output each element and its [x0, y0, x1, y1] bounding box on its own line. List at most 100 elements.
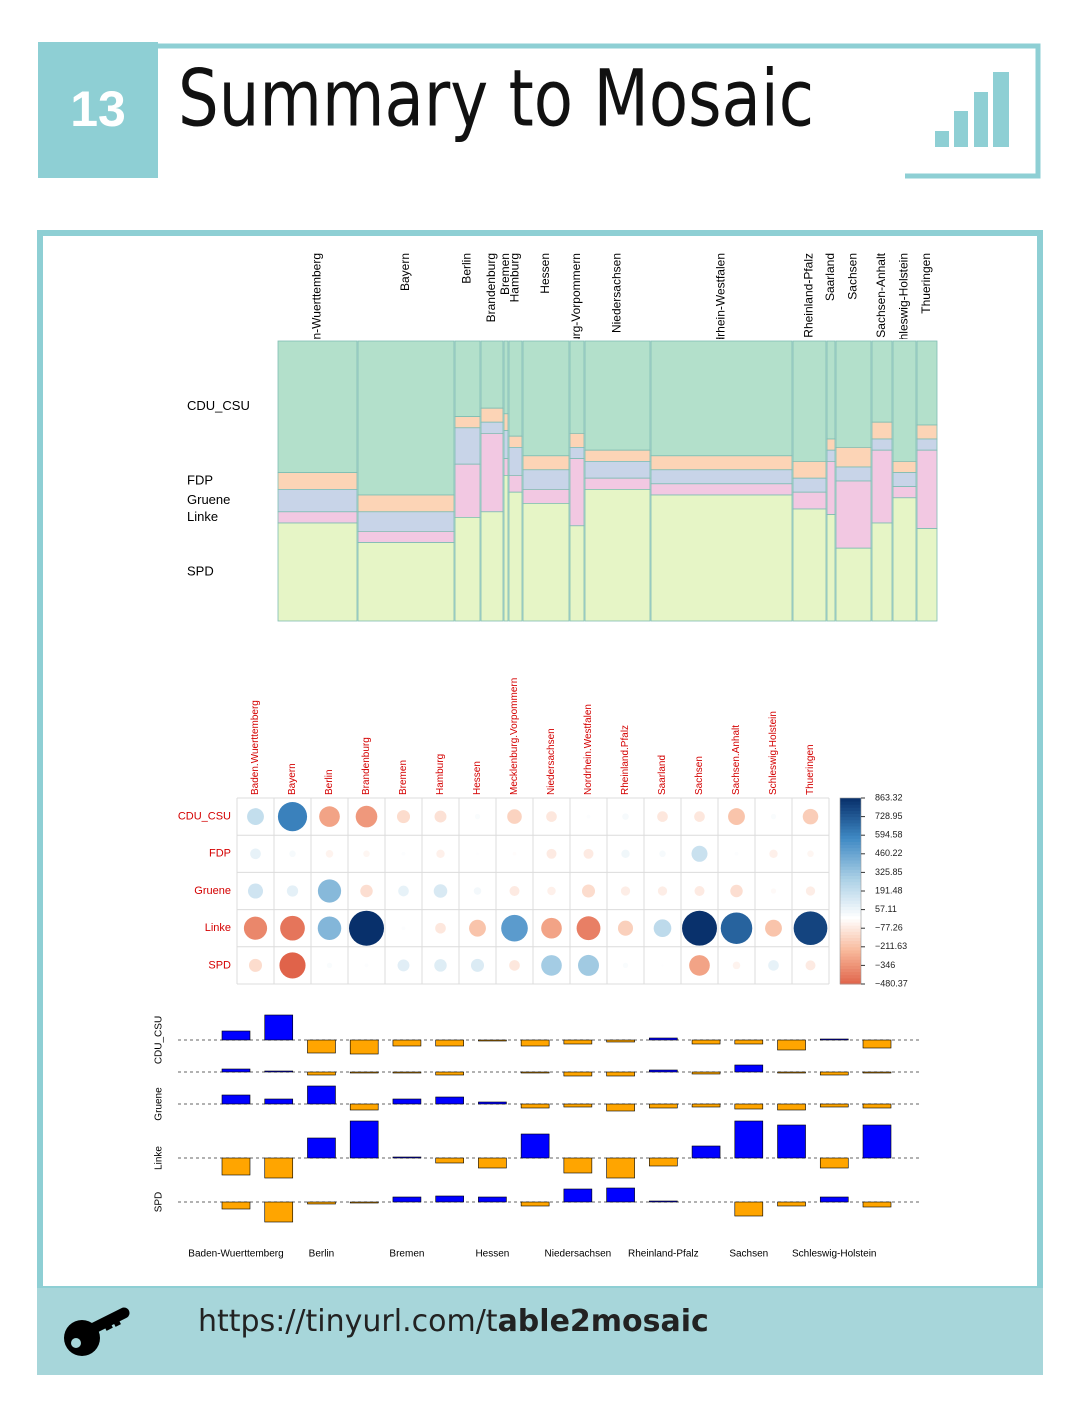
column-label: Rheinland-Pfalz — [802, 253, 816, 338]
colorbar-label: 728.95 — [875, 811, 903, 821]
residual-bar — [264, 1070, 294, 1073]
colorbar-step — [840, 878, 861, 883]
url-bold: able2mosaic — [498, 1304, 709, 1339]
residual-bar — [862, 1124, 892, 1159]
row-label: SPD — [208, 959, 231, 971]
residual-circle — [436, 849, 445, 859]
residual-circle — [682, 910, 717, 946]
residual-bar — [606, 1187, 635, 1203]
mosaic-tile — [569, 458, 585, 527]
residual-bar — [520, 1201, 550, 1207]
mosaic-tile — [871, 340, 893, 423]
colorbar-step — [840, 804, 861, 808]
mosaic-tile — [892, 497, 917, 622]
residual-circle — [770, 888, 777, 894]
column-label: Saarland — [657, 755, 668, 795]
column-label: Sachsen-Anhalt — [874, 252, 888, 337]
residual-circle — [653, 919, 672, 938]
mosaic-tile — [454, 340, 481, 417]
mosaic-tile — [357, 511, 455, 532]
column-label: Nordrhein-Westfalen — [714, 253, 728, 363]
column-label: Brandenburg — [484, 253, 498, 322]
residual-bar — [777, 1201, 806, 1207]
colorbar-step — [840, 953, 861, 957]
residual-circle — [317, 879, 342, 903]
column-label: Berlin — [460, 253, 474, 284]
residual-bar — [734, 1201, 764, 1217]
column-label: Niedersachsen — [610, 253, 624, 333]
row-label: Linke — [154, 1146, 165, 1170]
colorbar-step — [840, 829, 861, 833]
colorbar-step — [840, 956, 861, 960]
residual-circle — [355, 805, 378, 828]
key-icon — [64, 1307, 130, 1356]
colorbar-step — [840, 980, 861, 985]
residual-circle — [470, 958, 485, 972]
mosaic-tile — [454, 517, 481, 622]
residual-bar — [392, 1039, 422, 1047]
colorbar-step — [840, 835, 861, 839]
column-label: Baden-Wuerttemberg — [310, 253, 324, 368]
residual-circle — [728, 808, 745, 826]
residual-bar — [221, 1030, 251, 1041]
residual-circle — [617, 920, 634, 936]
residual-circle — [657, 886, 668, 896]
mosaic-tile — [508, 491, 523, 622]
row-label: SPD — [154, 1192, 165, 1213]
residual-bar — [606, 1157, 635, 1179]
mosaic-tile — [835, 466, 872, 482]
residual-circle — [578, 954, 599, 976]
residual-bar — [520, 1039, 550, 1047]
column-label: Hamburg — [508, 253, 522, 302]
residual-bar — [734, 1039, 764, 1045]
colorbar-step — [840, 810, 861, 814]
colorbar-step — [840, 949, 861, 954]
row-label: CDU_CSU — [178, 811, 231, 823]
column-label: Hamburg — [435, 754, 446, 795]
mosaic-tile — [916, 424, 938, 440]
residual-circle — [250, 848, 261, 860]
residual-circle — [547, 886, 556, 896]
mosaic-tile — [522, 469, 570, 490]
colorbar-step — [840, 822, 861, 827]
colorbar-step — [840, 801, 861, 805]
colorbar-step — [840, 971, 861, 976]
colorbar-step — [840, 863, 861, 867]
residual-bar — [606, 1071, 635, 1077]
residual-circle — [501, 914, 528, 942]
row-label: FDP — [187, 472, 213, 487]
residual-bar — [264, 1014, 294, 1041]
slide-number: 13 — [70, 81, 126, 137]
mosaic-tile — [871, 522, 893, 622]
residual-bar — [307, 1201, 336, 1205]
residual-circle — [769, 849, 778, 859]
residual-bar — [563, 1039, 593, 1045]
row-label: Linke — [187, 509, 218, 524]
colorbar-label: −346 — [875, 960, 895, 970]
residual-bar — [520, 1071, 550, 1074]
row-label: CDU_CSU — [187, 398, 250, 413]
residual-circle — [325, 850, 334, 858]
residual-bar — [520, 1133, 550, 1159]
colorbar-step — [840, 853, 861, 858]
residual-bar — [478, 1039, 507, 1042]
residual-circle — [326, 962, 333, 969]
colorbar-step — [840, 937, 861, 942]
residual-bar — [478, 1196, 507, 1203]
column-label: Sachsen — [846, 253, 860, 300]
colorbar-step — [840, 891, 861, 895]
mosaic-tile — [584, 488, 651, 622]
residual-bar — [862, 1201, 892, 1208]
residual-circle — [732, 961, 741, 970]
residual-circle — [364, 963, 369, 968]
residual-bar — [435, 1157, 464, 1164]
residual-circle — [476, 852, 479, 856]
mosaic-tile — [508, 435, 523, 448]
colorbar-step — [840, 872, 861, 876]
residual-bar — [307, 1071, 336, 1076]
colorbar-step — [840, 844, 861, 849]
residual-circle — [768, 960, 779, 971]
mosaic-labels: Baden-Wuerttemberg Bayern Berlin Brandenbur… — [310, 252, 934, 368]
residual-circle — [689, 955, 710, 976]
residual-bar — [349, 1201, 379, 1204]
